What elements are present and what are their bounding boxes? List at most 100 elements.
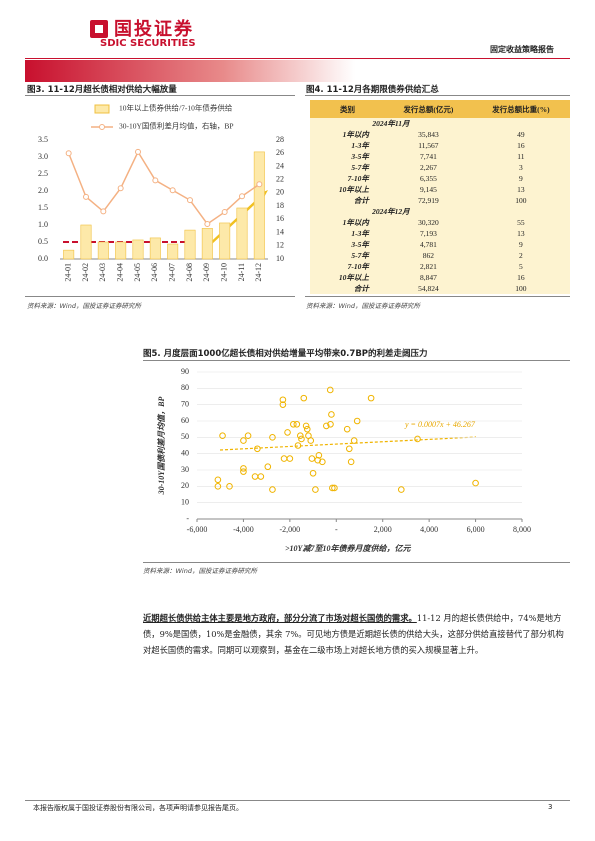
chart: 0.0 0.5 1.0 1.5 2.0 2.5 3.0 3.5 10 12 14 16 18 20 22 24…	[38, 103, 284, 282]
point	[294, 442, 302, 449]
point	[240, 468, 247, 475]
point	[240, 465, 247, 472]
point	[251, 473, 259, 480]
category-cell: 10年以上	[310, 272, 385, 283]
y2-tick-label: 22	[276, 174, 284, 183]
category-cell: 3-5年	[310, 151, 385, 162]
legend-swatch	[94, 104, 110, 114]
x-tick-label: 4,000	[420, 525, 438, 534]
point	[343, 425, 351, 433]
point	[257, 473, 265, 480]
rule	[305, 296, 570, 297]
section-cell: 2024年12月	[310, 206, 472, 217]
cell: 7,193	[384, 228, 472, 239]
point	[219, 432, 226, 439]
cell: 9,145	[384, 184, 472, 195]
row: 5-7年 2,267 3	[310, 162, 570, 173]
line-point	[117, 185, 124, 192]
cell: 16	[471, 272, 570, 283]
y-tick-label: 1.0	[38, 220, 48, 229]
cell: 5	[471, 261, 570, 272]
point	[279, 401, 287, 408]
cell: 2,821	[384, 261, 472, 272]
cell: 2	[471, 250, 570, 261]
y-tick-label: -	[186, 514, 189, 523]
cell: 9	[471, 239, 570, 250]
point	[350, 437, 358, 444]
header-cell: 发行总额(亿元)	[384, 100, 472, 118]
category-cell: 7-10年	[310, 173, 385, 184]
point	[319, 458, 326, 466]
category-cell: 1-3年	[310, 228, 385, 239]
y-tick-label: 0.0	[38, 254, 48, 263]
point	[345, 445, 353, 453]
category-cell: 3-5年	[310, 239, 385, 250]
logo-en: SDIC SECURITIES	[100, 38, 196, 49]
figure-title: 图3. 11-12月超长债相对供给大幅放量	[27, 85, 177, 95]
cell: 30,320	[384, 217, 472, 228]
x-tick-label: 2,000	[374, 525, 392, 534]
page-number: 3	[548, 803, 553, 811]
point	[300, 394, 308, 402]
point	[298, 435, 305, 443]
row: 10年以上 8,847 16	[310, 272, 570, 283]
lead: 近期超长债供给主体主要是地方政府，部分分流了市场对超长国债的需求。	[143, 613, 417, 623]
row: 1-3年 11,567 16	[310, 140, 570, 151]
logo-cn: 国投证券	[114, 19, 194, 40]
bar	[253, 151, 265, 260]
point	[329, 484, 336, 492]
row: 10年以上 9,145 13	[310, 184, 570, 195]
cell: 72,919	[384, 195, 472, 206]
row: 3-5年 7,741 11	[310, 151, 570, 162]
cell: 54,824	[384, 283, 472, 294]
y-tick-label: 1.5	[38, 203, 48, 212]
figure-title: 图4. 11-12月各期限债券供给汇总	[306, 85, 439, 95]
source: 资料来源：Wind，国投证券证券研究所	[143, 567, 257, 575]
report-type: 固定收益策略报告	[490, 45, 554, 54]
line-point	[169, 187, 176, 194]
point	[226, 483, 233, 490]
cell: 55	[471, 217, 570, 228]
point	[279, 396, 287, 404]
row: 合计 54,824 100	[310, 283, 570, 294]
point	[254, 445, 261, 453]
point	[303, 425, 311, 433]
cell: 100	[471, 283, 570, 294]
point	[302, 422, 310, 430]
title-rule	[305, 95, 570, 96]
table-wrap: 类别 发行总额(亿元) 发行总额比重(%) 2024年11月 1年以内 35,843 49 1…	[310, 100, 570, 294]
y2-tick-label: 28	[276, 135, 284, 144]
cell: 3	[471, 162, 570, 173]
bar	[115, 241, 127, 260]
legend-label: 10年以上债券供给/7-10年债券供给	[119, 103, 233, 113]
point	[286, 455, 294, 462]
point	[367, 394, 375, 402]
source: 资料来源：Wind，国投证券证券研究所	[306, 302, 420, 310]
y-tick-label: 2.5	[38, 169, 48, 178]
y-axis-label: 30-10Y国债利差月均值，BP	[157, 397, 166, 496]
category-cell: 合计	[310, 195, 385, 206]
section-row: 2024年11月	[310, 118, 570, 129]
cell	[471, 206, 570, 217]
line-point	[135, 148, 141, 155]
category-cell: 5-7年	[310, 162, 385, 173]
point	[290, 420, 297, 428]
row: 7-10年 2,821 5	[310, 261, 570, 272]
bar	[201, 228, 213, 260]
point	[284, 429, 291, 436]
point	[308, 455, 316, 462]
row: 合计 72,919 100	[310, 195, 570, 206]
category-cell: 10年以上	[310, 184, 385, 195]
line-point	[187, 197, 193, 204]
equation: y = 0.0007x + 46.267	[404, 420, 476, 429]
point	[214, 476, 222, 484]
row: 7-10年 6,355 9	[310, 173, 570, 184]
category-cell: 1-3年	[310, 140, 385, 151]
x-tick-label: -6,000	[187, 525, 208, 534]
y-tick-label: 40	[181, 448, 189, 457]
y-tick-label: 30	[181, 465, 189, 474]
bar	[97, 241, 109, 260]
x-tick-label: 24-09	[202, 263, 211, 282]
section-cell: 2024年11月	[310, 118, 472, 129]
